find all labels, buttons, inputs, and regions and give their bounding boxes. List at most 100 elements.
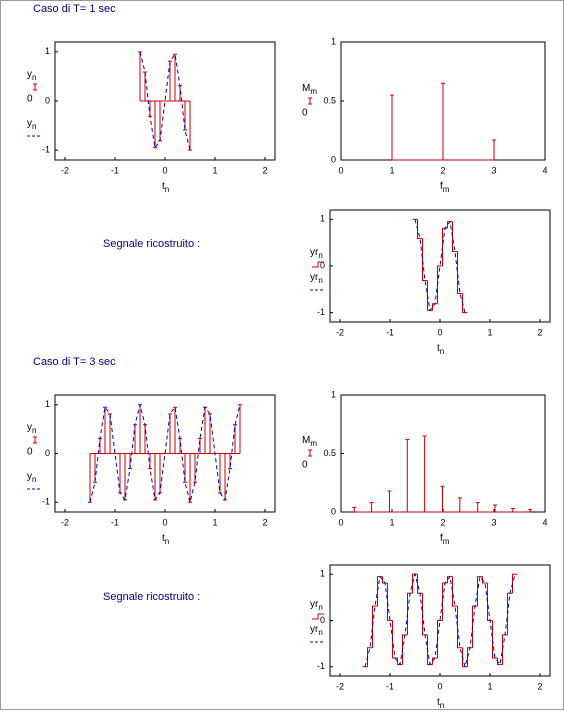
legend-zero: 0 [302, 460, 308, 471]
stem [188, 453, 192, 503]
step-segment [417, 574, 423, 594]
x-axis-label-base: f [440, 533, 443, 544]
x-tick-label: -2 [336, 327, 344, 337]
stem [188, 101, 192, 151]
legend-label-sub: n [318, 628, 322, 637]
stem [405, 438, 410, 512]
x-tick-label: -1 [111, 517, 119, 527]
stem [441, 82, 445, 160]
step-segment [382, 576, 388, 584]
x-tick-label: 1 [487, 327, 492, 337]
stem [218, 453, 222, 494]
step-segment [372, 605, 378, 648]
stem [93, 453, 97, 483]
legend-label-sub: m [310, 439, 317, 448]
legend-zero: 0 [302, 108, 308, 119]
x-axis-label-sub: n [165, 537, 169, 546]
x-axis-label: tn [162, 533, 169, 546]
x-tick-label: -1 [386, 327, 394, 337]
legend-label: Mm [302, 435, 317, 448]
y-tick-label: 1 [320, 569, 325, 579]
legend-label: yrn [310, 624, 323, 637]
legend-label-base: y [27, 69, 32, 80]
y-tick-label: 1 [45, 399, 50, 409]
y-tick-label: 1 [320, 214, 325, 224]
step-segment [482, 576, 488, 584]
x-tick-label: 0 [437, 327, 442, 337]
stem [475, 502, 480, 512]
stem [103, 406, 107, 454]
legend-label-base: y [27, 471, 32, 482]
step-segment [437, 620, 443, 658]
legend-zero: 0 [27, 94, 33, 105]
stem [352, 506, 357, 512]
step-segment [442, 227, 448, 266]
x-axis-label-sub: m [443, 185, 450, 194]
x-tick-label: 4 [542, 517, 547, 527]
stem [193, 453, 197, 483]
legend-zero: 0 [27, 447, 33, 458]
stem [492, 139, 496, 160]
step-segment [467, 647, 473, 667]
step-segment [392, 620, 398, 659]
y-tick-label: 1 [45, 46, 50, 56]
section-caption: Segnale ricostruito : [103, 591, 200, 603]
legend-label-sub: n [32, 475, 36, 484]
step-segment [417, 219, 423, 239]
x-tick-label: 2 [440, 517, 445, 527]
step-segment [492, 620, 498, 659]
legend-label-sub: n [318, 276, 322, 285]
step-segment [397, 657, 403, 665]
x-tick-label: 0 [437, 681, 442, 691]
step-segment [402, 634, 408, 665]
step-segment [407, 592, 413, 635]
x-tick-label: 4 [542, 165, 547, 175]
x-tick-label: 1 [487, 681, 492, 691]
legend-label-sub: n [32, 122, 36, 131]
legend-label: yrn [310, 599, 323, 612]
section-caption: Segnale ricostruito : [103, 238, 200, 250]
legend-label-base: yr [310, 272, 319, 283]
legend-label: yn [27, 471, 36, 484]
stem [510, 507, 515, 512]
x-tick-label: 1 [389, 165, 394, 175]
step-segment [452, 221, 458, 253]
stem [143, 71, 147, 101]
legend-label-base: yr [310, 247, 319, 258]
x-tick-label: 1 [389, 517, 394, 527]
legend-label-sub: n [32, 426, 36, 435]
y-tick-label: -1 [317, 307, 325, 317]
x-tick-label: -2 [61, 165, 69, 175]
step-segment [457, 606, 463, 649]
legend-label-base: y [27, 422, 32, 433]
step-segment [432, 657, 438, 665]
stem [173, 406, 177, 454]
legend-label: yrn [310, 247, 323, 260]
dashed-line [89, 404, 241, 503]
legend-label-base: yr [310, 624, 319, 635]
section-title: Caso di T= 1 sec [33, 3, 116, 15]
x-tick-label: -2 [61, 517, 69, 527]
section-title: Caso di T= 3 sec [33, 356, 116, 368]
step-segment [462, 293, 468, 314]
step-segment [377, 576, 383, 607]
x-axis-label: fm [440, 181, 450, 194]
stem [153, 101, 157, 149]
x-tick-label: 0 [338, 517, 343, 527]
x-axis-label: tn [437, 343, 444, 356]
stem [457, 497, 462, 512]
stem [138, 51, 142, 101]
step-segment [447, 221, 453, 229]
stem [168, 413, 172, 454]
x-tick-label: -2 [336, 681, 344, 691]
dashed-line [139, 51, 191, 151]
x-tick-label: -1 [111, 165, 119, 175]
step-segment [447, 576, 453, 584]
stem [369, 502, 374, 512]
y-tick-label: 1 [331, 36, 336, 46]
legend-label: yrn [310, 272, 323, 285]
legend-label-sub: n [318, 603, 322, 612]
stem [528, 509, 533, 512]
legend-label-base: yr [310, 599, 319, 610]
